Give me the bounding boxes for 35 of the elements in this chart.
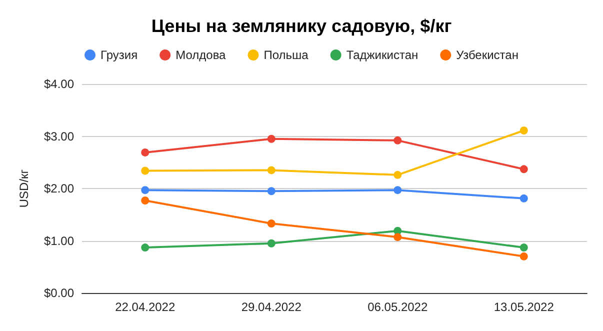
point — [141, 244, 150, 252]
y-tick-label: $1.00 — [44, 234, 74, 248]
legend-label: Узбекистан — [456, 48, 518, 62]
point — [141, 148, 150, 156]
legend-label: Польша — [264, 48, 309, 62]
point — [141, 196, 150, 205]
y-axis-title: USD/кг — [17, 168, 31, 208]
legend-label: Таджикистан — [346, 48, 418, 62]
point — [520, 252, 528, 260]
point — [394, 170, 402, 179]
y-tick-label: $4.00 — [44, 77, 74, 91]
x-tick-label: 13.05.2022 — [494, 300, 554, 314]
x-tick-label: 06.05.2022 — [368, 300, 428, 314]
point — [394, 186, 402, 194]
legend-label: Молдова — [176, 48, 226, 62]
point — [394, 233, 402, 242]
point — [141, 186, 150, 194]
point — [141, 166, 150, 175]
chart-title: Цены на землянику садовую, $/кг — [151, 16, 452, 36]
y-tick-label: $0.00 — [44, 286, 74, 300]
point — [267, 187, 276, 196]
x-tick-label: 29.04.2022 — [241, 300, 302, 314]
point — [267, 220, 276, 228]
y-tick-label: $2.00 — [44, 182, 74, 196]
point — [394, 136, 402, 144]
point — [520, 244, 528, 252]
point — [267, 166, 276, 174]
x-tick-label: 22.04.2022 — [115, 300, 176, 314]
legend-label: Грузия — [100, 48, 138, 62]
point — [520, 165, 528, 174]
point — [520, 126, 528, 134]
y-tick-label: $3.00 — [44, 129, 74, 144]
point — [520, 194, 528, 202]
point — [267, 239, 276, 248]
point — [267, 134, 276, 143]
